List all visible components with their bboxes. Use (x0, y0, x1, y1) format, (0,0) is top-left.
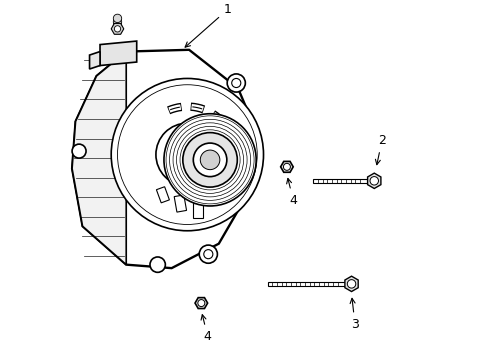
Polygon shape (193, 203, 203, 219)
Text: 3: 3 (350, 298, 359, 330)
Circle shape (193, 143, 227, 177)
Circle shape (204, 249, 213, 259)
Circle shape (347, 280, 356, 288)
Circle shape (164, 114, 256, 206)
Circle shape (72, 144, 86, 158)
Circle shape (113, 18, 122, 26)
Polygon shape (72, 51, 126, 265)
Polygon shape (183, 184, 192, 198)
Circle shape (114, 26, 121, 32)
Polygon shape (111, 23, 124, 34)
Circle shape (111, 78, 264, 231)
Polygon shape (195, 298, 208, 309)
Text: 4: 4 (287, 179, 297, 207)
Circle shape (113, 14, 122, 23)
Text: 4: 4 (201, 315, 212, 343)
Circle shape (283, 163, 291, 170)
Circle shape (232, 78, 241, 87)
Circle shape (198, 300, 205, 307)
Polygon shape (174, 195, 187, 212)
Circle shape (199, 245, 218, 263)
Polygon shape (281, 161, 293, 172)
Circle shape (118, 85, 257, 225)
Polygon shape (268, 282, 351, 286)
Circle shape (227, 74, 245, 92)
Circle shape (156, 123, 219, 186)
Polygon shape (345, 276, 358, 292)
Circle shape (113, 24, 122, 33)
Polygon shape (100, 41, 137, 66)
Circle shape (150, 257, 165, 272)
Circle shape (183, 132, 237, 187)
Circle shape (370, 177, 378, 185)
Circle shape (200, 150, 220, 170)
Text: 2: 2 (375, 134, 386, 165)
Circle shape (113, 21, 122, 30)
Polygon shape (90, 51, 100, 69)
Text: 1: 1 (185, 3, 231, 47)
Polygon shape (368, 173, 381, 189)
Polygon shape (156, 187, 170, 203)
Polygon shape (313, 179, 374, 183)
Polygon shape (72, 50, 257, 268)
